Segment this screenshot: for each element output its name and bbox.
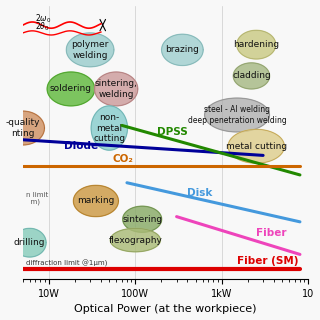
Text: brazing: brazing [165, 45, 199, 54]
Text: sintering,
welding: sintering, welding [95, 79, 138, 99]
Polygon shape [204, 98, 269, 132]
Polygon shape [13, 228, 46, 257]
Text: diffraction limit @1μm): diffraction limit @1μm) [26, 260, 108, 267]
Text: Disk: Disk [188, 188, 213, 198]
Polygon shape [228, 129, 284, 163]
Polygon shape [66, 33, 114, 67]
Text: Fiber: Fiber [256, 228, 287, 238]
Text: Fiber (SM): Fiber (SM) [237, 256, 299, 266]
Text: flexography: flexography [108, 236, 162, 244]
Text: cladding: cladding [232, 71, 271, 80]
Text: sintering: sintering [122, 215, 162, 224]
Text: n limit
  m): n limit m) [26, 192, 49, 205]
Text: hardening: hardening [233, 40, 279, 49]
Polygon shape [162, 34, 203, 66]
Polygon shape [1, 111, 44, 145]
Text: polymer
welding: polymer welding [71, 40, 109, 60]
Text: -quality
nting: -quality nting [5, 118, 40, 138]
X-axis label: Optical Power (at the workpiece): Optical Power (at the workpiece) [74, 304, 257, 315]
Polygon shape [237, 30, 276, 59]
Text: drilling: drilling [14, 238, 45, 247]
Text: marking: marking [77, 196, 115, 205]
Polygon shape [47, 72, 95, 106]
Polygon shape [123, 206, 162, 232]
Text: CO₂: CO₂ [113, 154, 134, 164]
Text: Diode: Diode [64, 141, 98, 151]
Text: DPSS: DPSS [157, 126, 188, 137]
Text: metal cutting: metal cutting [226, 142, 287, 151]
Polygon shape [73, 185, 118, 217]
Polygon shape [91, 106, 127, 150]
Polygon shape [233, 63, 270, 89]
Polygon shape [94, 72, 138, 106]
Text: steel - Al welding
deep penetration welding: steel - Al welding deep penetration weld… [188, 105, 286, 125]
Text: non-
metal
cutting: non- metal cutting [93, 113, 125, 143]
Polygon shape [110, 228, 160, 252]
Text: $2\omega_0$: $2\omega_0$ [36, 12, 52, 25]
Text: soldering: soldering [50, 84, 92, 93]
Text: $2\theta_0$: $2\theta_0$ [36, 20, 50, 33]
